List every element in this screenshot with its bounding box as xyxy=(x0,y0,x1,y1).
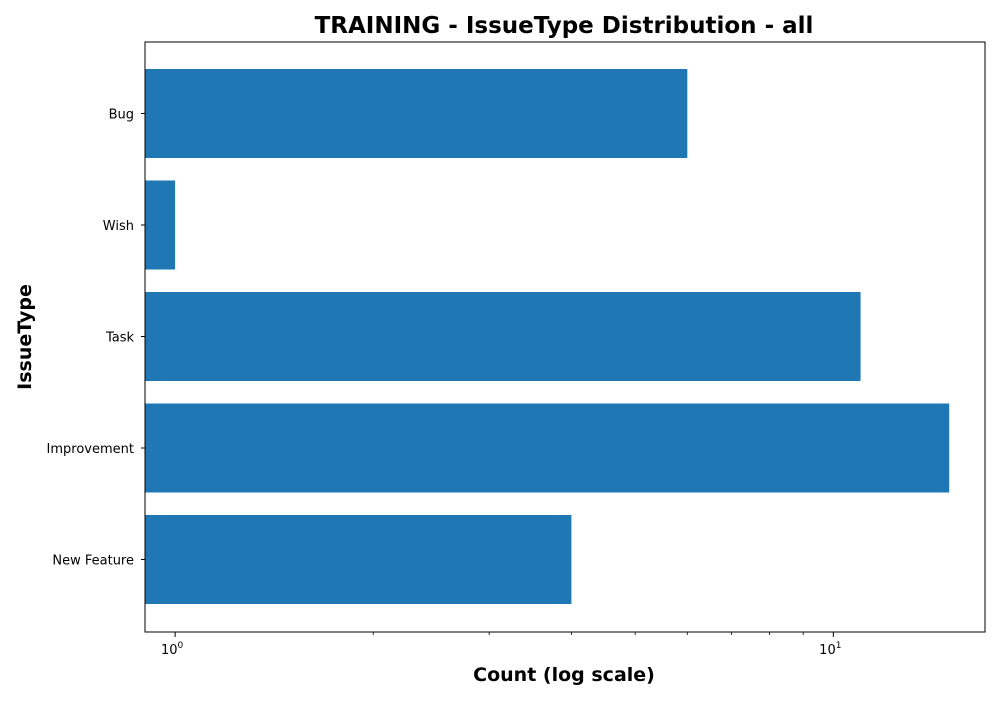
bar-bug xyxy=(145,69,688,158)
bar-wish xyxy=(145,180,176,270)
x-tick-label-10: 101 xyxy=(819,641,841,658)
x-axis-label: Count (log scale) xyxy=(473,664,655,686)
bar-improvement xyxy=(145,403,950,493)
bars-layer xyxy=(145,69,950,604)
bar-task xyxy=(145,292,861,381)
y-tick-label-new-feature: New Feature xyxy=(52,554,134,569)
y-tick-label-improvement: Improvement xyxy=(47,442,134,457)
chart-title: TRAINING - IssueType Distribution - all xyxy=(315,13,814,39)
y-axis-label: IssueType xyxy=(14,284,36,390)
y-tick-label-bug: Bug xyxy=(109,108,134,123)
bar-new-feature xyxy=(145,515,572,604)
x-axis-ticks: 100 101 xyxy=(161,632,841,658)
x-tick-label-1: 100 xyxy=(161,641,184,658)
y-tick-label-wish: Wish xyxy=(103,219,134,234)
y-axis-ticks: Bug Wish Task Improvement New Feature xyxy=(47,108,145,569)
y-tick-label-task: Task xyxy=(105,331,135,346)
